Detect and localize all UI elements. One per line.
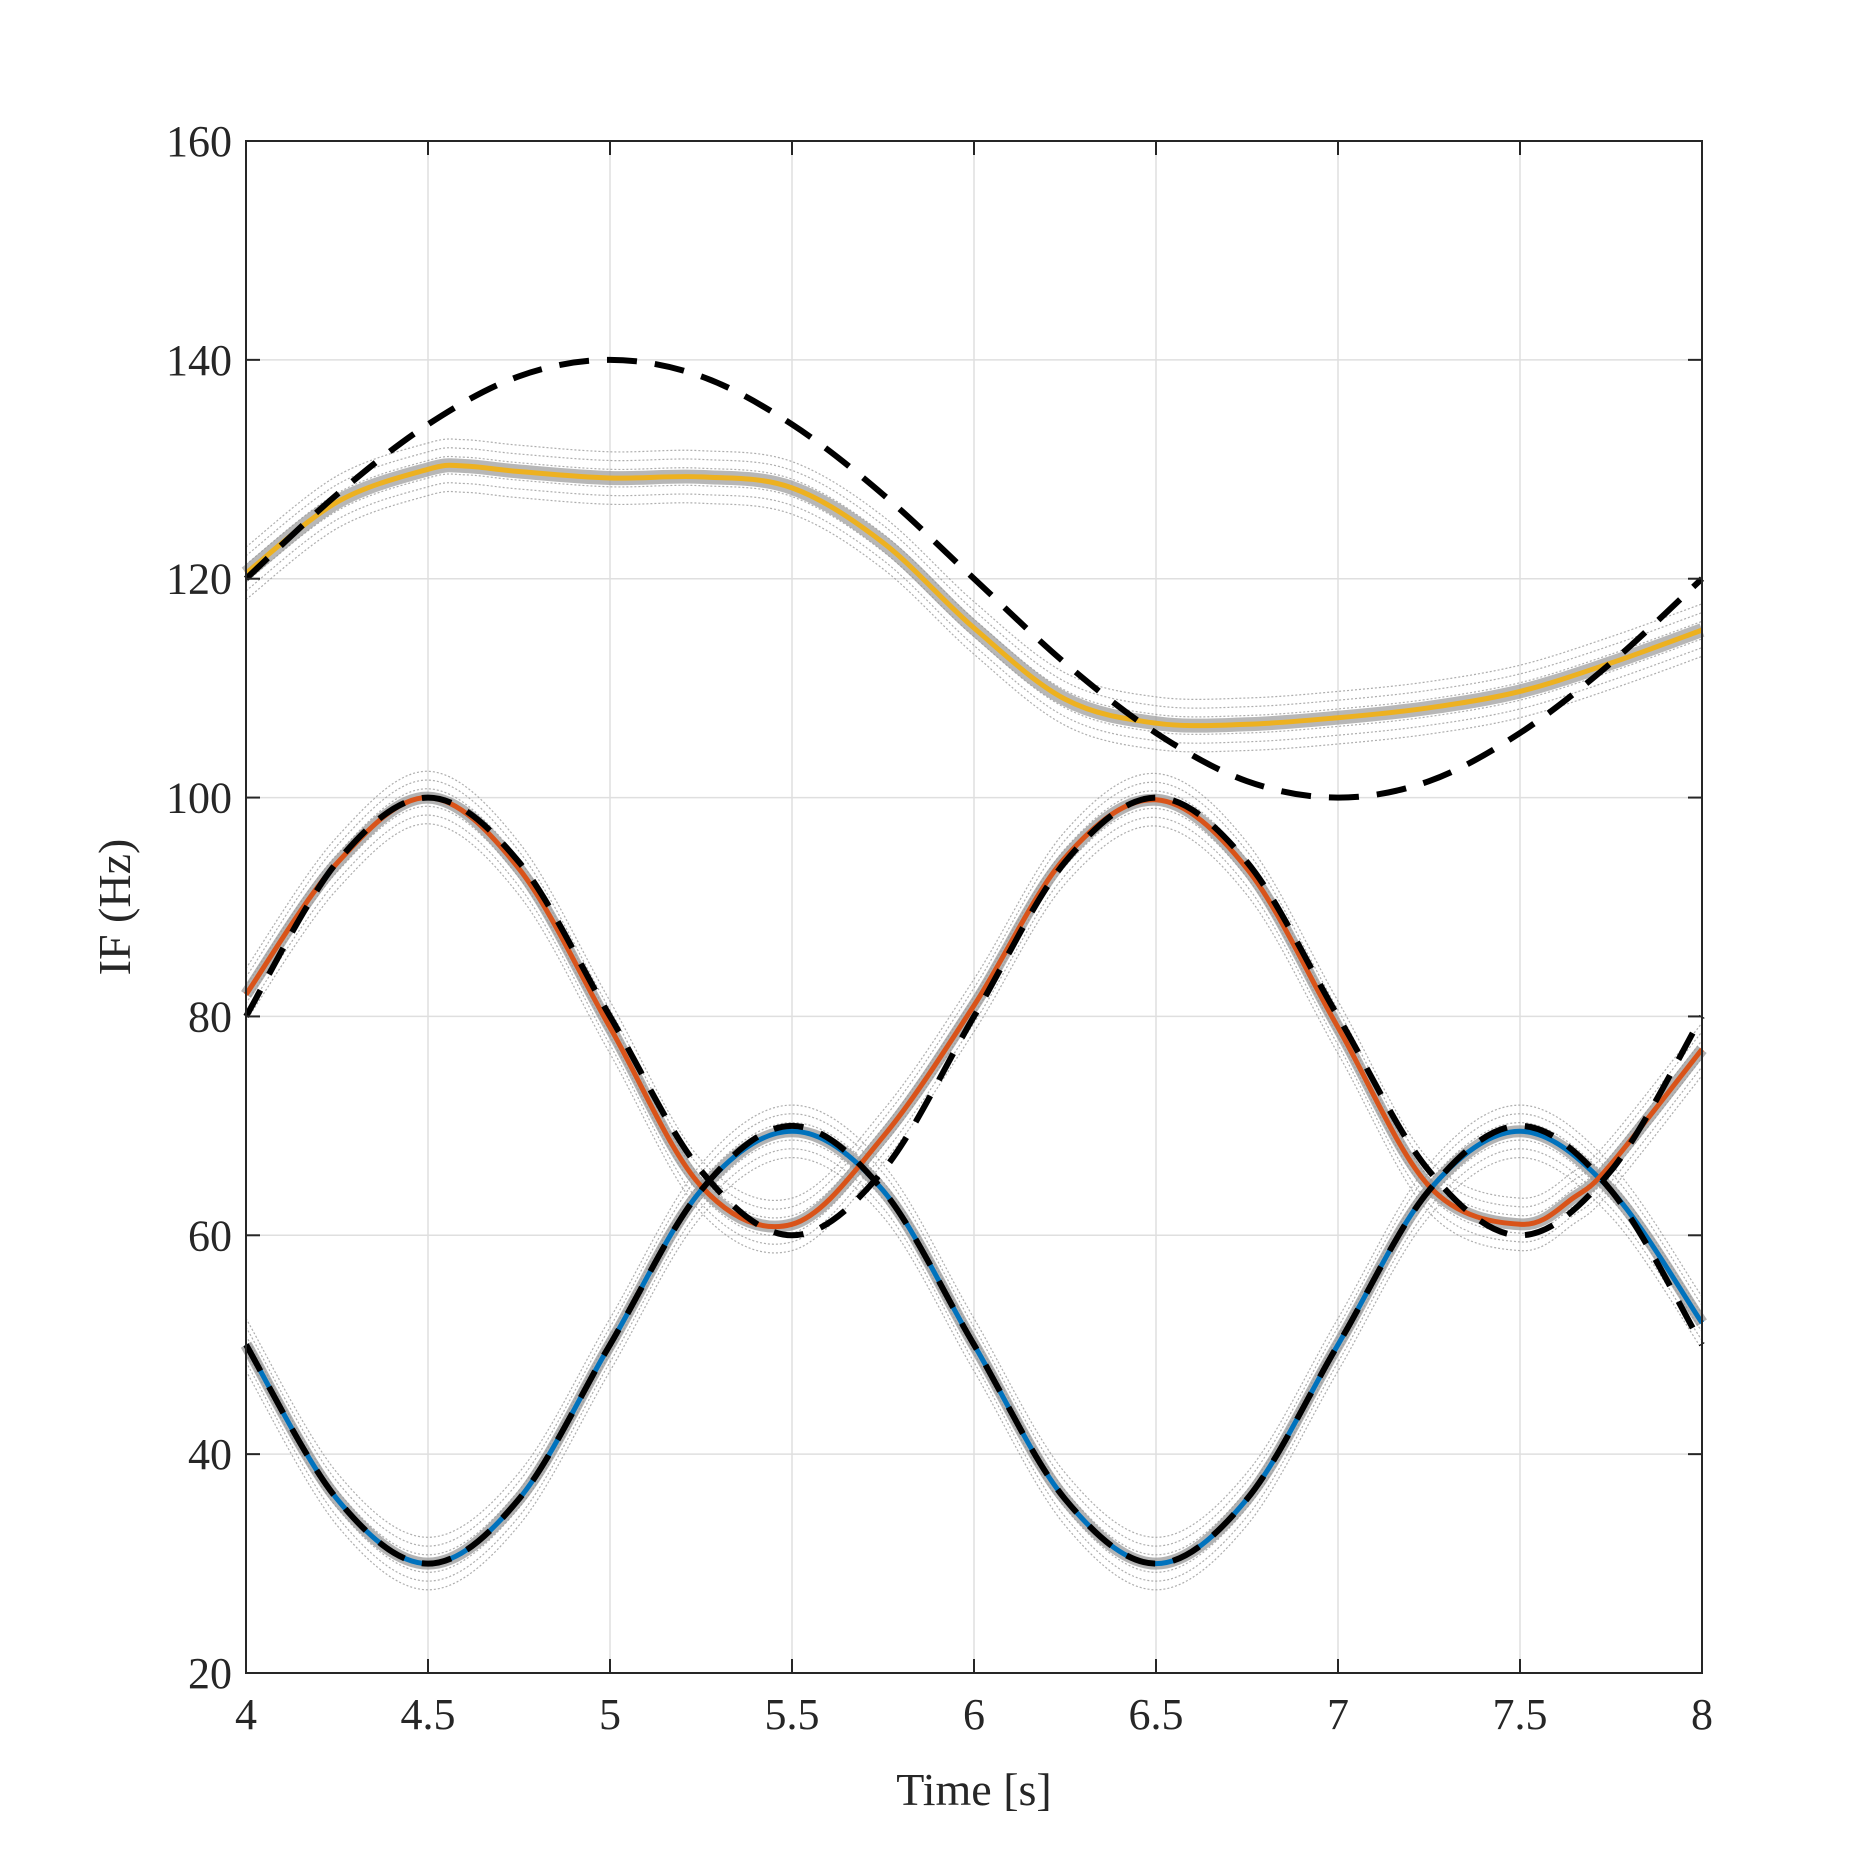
true-if-dashed-line	[243, 794, 1705, 1239]
ensemble-trace	[245, 814, 1703, 1245]
ensemble-trace	[245, 770, 1703, 1202]
y-tick-label: 40	[188, 1430, 232, 1479]
y-tick-label: 80	[188, 992, 232, 1041]
y-tick-label: 20	[188, 1649, 232, 1698]
ensemble-trace	[245, 447, 1703, 709]
ensemble-trace	[245, 473, 1703, 735]
y-tick-label: 140	[166, 336, 232, 385]
x-axis-label: Time [s]	[896, 1764, 1052, 1815]
x-tick-label: 5	[599, 1690, 621, 1739]
ensemble-trace	[245, 1139, 1703, 1573]
data-series	[243, 356, 1705, 1567]
true-if-dashed-line	[243, 1122, 1705, 1567]
x-tick-label: 6	[963, 1690, 985, 1739]
x-tick-label: 8	[1691, 1690, 1713, 1739]
y-tick-label: 120	[166, 555, 232, 604]
ensemble-trace	[245, 1104, 1703, 1538]
ensemble-trace	[245, 1113, 1703, 1547]
y-axis-label: IF (Hz)	[89, 839, 140, 976]
x-tick-label: 5.5	[765, 1690, 820, 1739]
estimated-if-line	[244, 462, 1703, 729]
ensemble-trace	[245, 823, 1703, 1254]
x-tick-label: 4	[235, 1690, 257, 1739]
x-tick-label: 4.5	[401, 1690, 456, 1739]
ensemble-trace	[245, 490, 1703, 753]
y-tick-label: 60	[188, 1211, 232, 1260]
estimated-if-line	[243, 795, 1704, 1230]
ensemble-trace	[245, 1121, 1703, 1556]
x-tick-label: 6.5	[1129, 1690, 1184, 1739]
ensemble-trace	[245, 455, 1703, 718]
y-tick-label: 100	[166, 774, 232, 823]
true-if-dashed-line	[243, 356, 1705, 801]
y-tick-label: 160	[166, 117, 232, 166]
ensemble-trace	[245, 438, 1703, 700]
ensemble-trace	[245, 779, 1703, 1210]
ensemble-trace	[245, 482, 1703, 744]
axis-ticks: 4 4.5 5 5.5 6 6.5 7 7.5 8 20 40 60 80 100 120 140 160	[166, 117, 1713, 1739]
x-tick-label: 7	[1327, 1690, 1349, 1739]
x-tick-label: 7.5	[1493, 1690, 1548, 1739]
